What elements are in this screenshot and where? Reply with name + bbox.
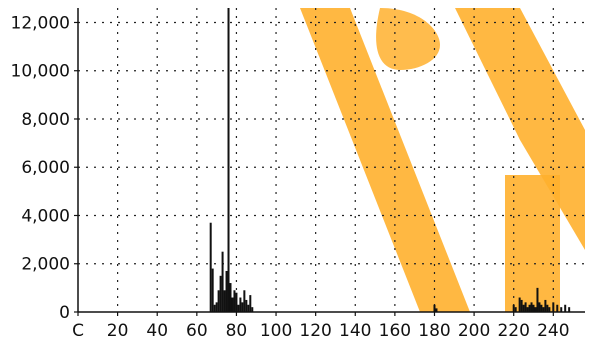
bar: [526, 307, 529, 312]
y-tick-label: 8,000: [21, 110, 70, 130]
y-tick-label: 12,000: [11, 13, 70, 33]
x-tick-label: 80: [226, 321, 248, 341]
x-tick-label: 100: [260, 321, 292, 341]
bar: [209, 222, 212, 312]
y-tick-label: 0: [59, 303, 70, 323]
bar: [522, 304, 525, 312]
bar: [249, 295, 252, 312]
bar: [217, 290, 220, 312]
bar: [520, 299, 523, 312]
bar: [241, 302, 244, 312]
bar: [524, 302, 527, 312]
bar: [540, 304, 543, 312]
x-tick-label: 140: [339, 321, 371, 341]
bar: [532, 304, 535, 312]
bar: [560, 307, 563, 312]
y-tick-label: 6,000: [21, 158, 70, 178]
bar: [514, 307, 517, 312]
y-tick-label: 4,000: [21, 206, 70, 226]
bar: [528, 304, 531, 312]
y-tick-label: 2,000: [21, 255, 70, 275]
watermark-stem: [505, 175, 560, 312]
x-tick-labels: C 20 40 60 80 100 120 140 160 180 200 220 240: [72, 321, 569, 341]
bar: [223, 290, 226, 312]
bar: [556, 304, 559, 312]
grid-lines: [78, 8, 585, 312]
bar: [215, 302, 218, 312]
bar: [542, 307, 545, 312]
x-tick-label: 120: [299, 321, 331, 341]
bar: [512, 304, 515, 312]
bar: [247, 304, 250, 312]
y-tick-label: 10,000: [11, 62, 70, 82]
watermark-stroke-left: [300, 8, 470, 312]
x-tick-label: 180: [418, 321, 450, 341]
x-tick-label: 160: [379, 321, 411, 341]
bar: [221, 251, 224, 312]
bar: [213, 304, 216, 312]
bar: [534, 307, 537, 312]
y-tick-labels: 0 2,000 4,000 6,000 8,000 10,000 12,000: [11, 13, 70, 323]
bar: [435, 308, 438, 312]
x-tick-label: 40: [146, 321, 168, 341]
bar: [530, 302, 533, 312]
bar: [546, 304, 549, 312]
bar: [231, 297, 234, 312]
bar: [211, 268, 214, 312]
x-tick-label: 240: [537, 321, 569, 341]
bar: [518, 297, 521, 312]
bar: [229, 283, 232, 312]
watermark-dot: [376, 8, 440, 70]
bar: [237, 304, 240, 312]
bar: [548, 307, 551, 312]
bar: [564, 304, 567, 312]
bar: [245, 299, 248, 312]
x-tick-label: 220: [497, 321, 529, 341]
x-tick-label: 60: [186, 321, 208, 341]
x-tick-label: 200: [458, 321, 490, 341]
bar: [243, 290, 246, 312]
axes: [74, 8, 585, 316]
bar: [544, 299, 547, 312]
bar: [433, 304, 436, 312]
x-tick-label: C: [72, 321, 84, 341]
bar: [235, 292, 238, 312]
bar: [219, 275, 222, 312]
bar: [239, 297, 242, 312]
bars-group: [209, 8, 571, 312]
x-tick-label: 20: [107, 321, 129, 341]
bar: [227, 8, 230, 312]
bar: [552, 302, 555, 312]
bar: [538, 302, 541, 312]
bar: [251, 307, 254, 312]
bar: [225, 270, 228, 312]
bar: [233, 290, 236, 312]
watermark-logo: [300, 8, 585, 312]
bar: [536, 287, 539, 312]
bar: [568, 307, 571, 312]
